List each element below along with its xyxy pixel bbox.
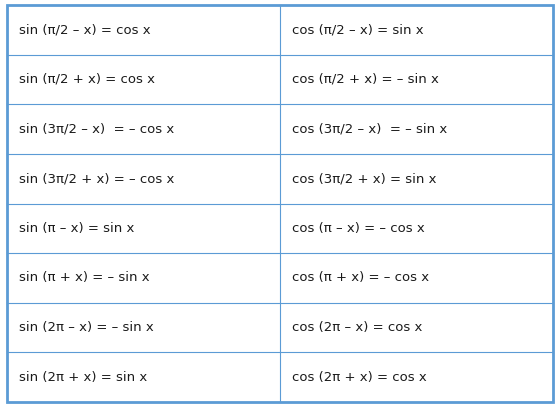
Text: cos (2π – x) = cos x: cos (2π – x) = cos x bbox=[292, 321, 423, 334]
Text: sin (π/2 + x) = cos x: sin (π/2 + x) = cos x bbox=[19, 73, 155, 86]
Text: sin (π – x) = sin x: sin (π – x) = sin x bbox=[19, 222, 134, 235]
Text: sin (π + x) = – sin x: sin (π + x) = – sin x bbox=[19, 271, 150, 284]
Text: cos (π – x) = – cos x: cos (π – x) = – cos x bbox=[292, 222, 425, 235]
Text: cos (3π/2 – x)  = – sin x: cos (3π/2 – x) = – sin x bbox=[292, 123, 447, 136]
Text: sin (3π/2 – x)  = – cos x: sin (3π/2 – x) = – cos x bbox=[19, 123, 174, 136]
Text: sin (2π – x) = – sin x: sin (2π – x) = – sin x bbox=[19, 321, 154, 334]
Text: cos (π/2 – x) = sin x: cos (π/2 – x) = sin x bbox=[292, 23, 424, 36]
Text: sin (2π + x) = sin x: sin (2π + x) = sin x bbox=[19, 371, 147, 384]
Text: cos (π + x) = – cos x: cos (π + x) = – cos x bbox=[292, 271, 430, 284]
Text: sin (π/2 – x) = cos x: sin (π/2 – x) = cos x bbox=[19, 23, 151, 36]
Text: cos (π/2 + x) = – sin x: cos (π/2 + x) = – sin x bbox=[292, 73, 439, 86]
Text: sin (3π/2 + x) = – cos x: sin (3π/2 + x) = – cos x bbox=[19, 172, 174, 185]
Text: cos (3π/2 + x) = sin x: cos (3π/2 + x) = sin x bbox=[292, 172, 437, 185]
Text: cos (2π + x) = cos x: cos (2π + x) = cos x bbox=[292, 371, 427, 384]
